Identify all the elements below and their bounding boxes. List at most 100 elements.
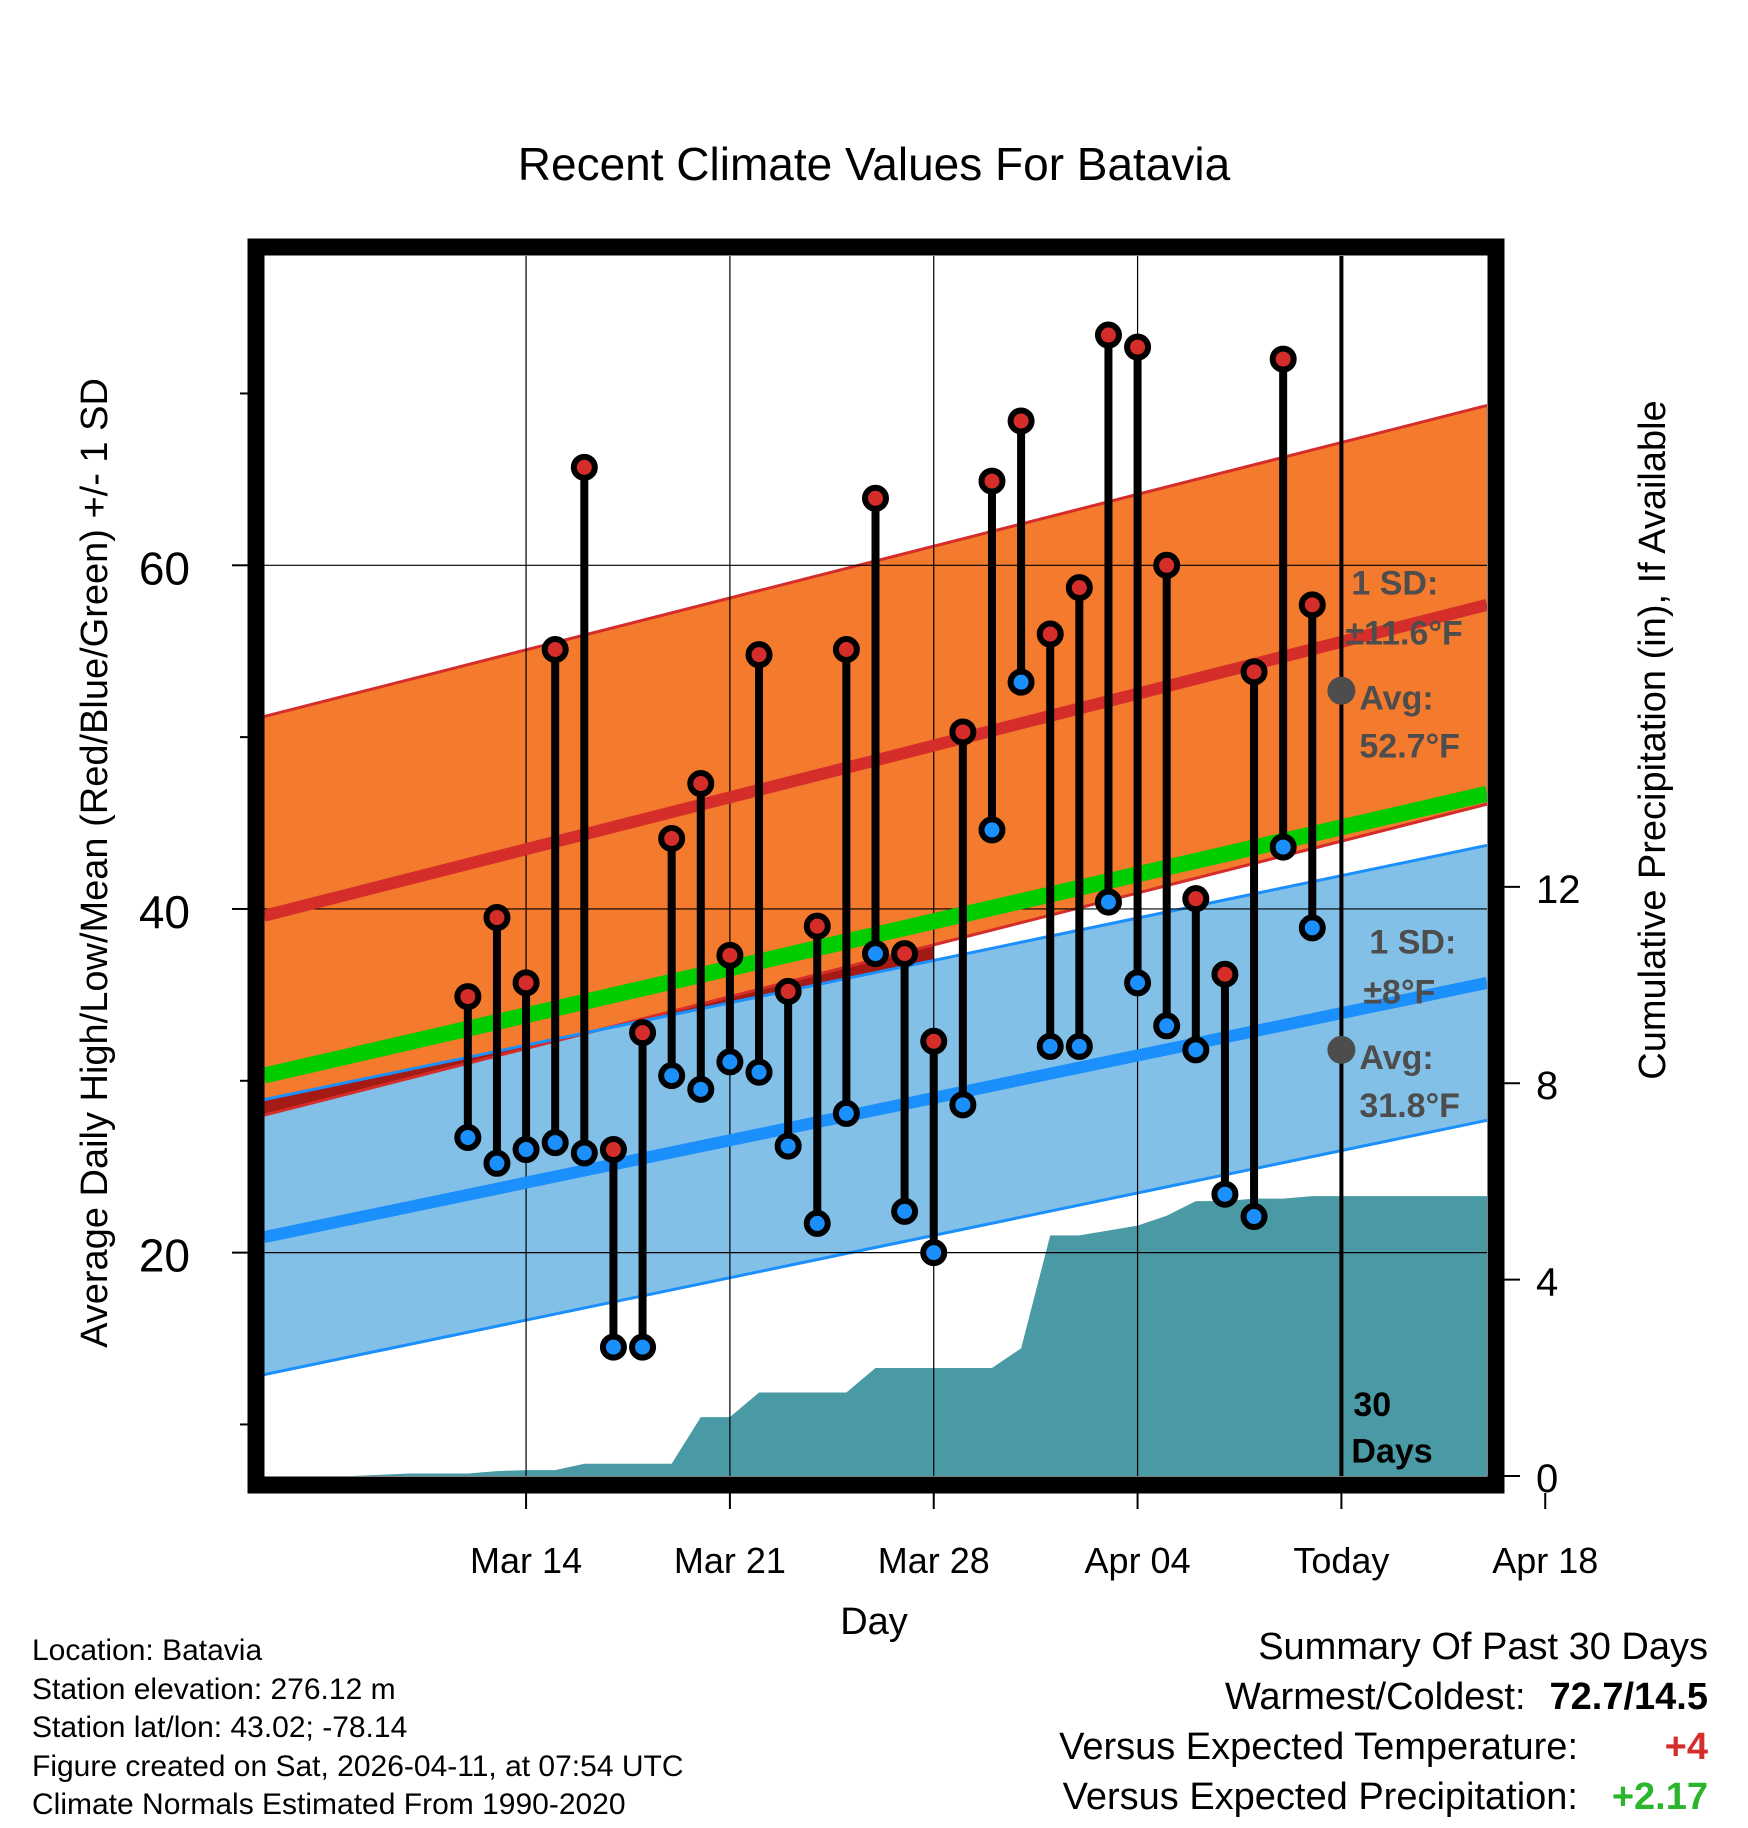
summary-precip-row: Versus Expected Precipitation: +2.17 bbox=[1059, 1772, 1708, 1822]
high-point bbox=[745, 641, 773, 669]
info-elevation: Station elevation: 276.12 m bbox=[32, 1672, 396, 1706]
low-point bbox=[541, 1129, 569, 1157]
x-tick-label: Mar 28 bbox=[878, 1540, 990, 1581]
high-point bbox=[658, 825, 686, 853]
summary-heading: Summary Of Past 30 Days bbox=[1258, 1626, 1708, 1668]
low-sd-value: ±8°F bbox=[1363, 973, 1435, 1011]
low-point bbox=[978, 816, 1006, 844]
low-point bbox=[1269, 833, 1297, 861]
summary-warmest-value: 72.7/14.5 bbox=[1549, 1676, 1708, 1718]
low-point bbox=[658, 1062, 686, 1090]
high-avg-marker bbox=[1327, 676, 1356, 705]
plot-frame bbox=[247, 238, 1505, 1494]
y-tick-label-left: 60 bbox=[139, 542, 190, 594]
low-point bbox=[1036, 1032, 1064, 1060]
info-latlon: Station lat/lon: 43.02; -78.14 bbox=[32, 1711, 408, 1744]
info-location: Location: Batavia bbox=[32, 1634, 263, 1667]
x-axis-label: Day bbox=[840, 1601, 908, 1643]
precip-area bbox=[264, 1196, 1487, 1476]
high-point bbox=[599, 1136, 627, 1164]
high-point bbox=[629, 1019, 657, 1047]
high-point bbox=[862, 484, 889, 512]
info-normals: Climate Normals Estimated From 1990-2020 bbox=[32, 1788, 626, 1821]
y-tick-label-right: 8 bbox=[1536, 1064, 1558, 1108]
high-point bbox=[570, 453, 598, 481]
days-window-number: 30 bbox=[1353, 1386, 1391, 1424]
low-point bbox=[687, 1075, 715, 1103]
summary-precip-label: Versus Expected Precipitation: bbox=[1062, 1776, 1578, 1818]
low-point bbox=[774, 1132, 802, 1160]
low-point bbox=[512, 1136, 540, 1164]
high-point bbox=[1240, 658, 1268, 686]
high-point bbox=[1211, 960, 1239, 988]
x-tick-label: Apr 18 bbox=[1492, 1540, 1598, 1581]
high-sd-value: ±11.6°F bbox=[1345, 614, 1462, 652]
axes: Mar 14 Mar 21 Mar 28 Apr 04 Today Apr 18 20 40 6… bbox=[139, 392, 1598, 1581]
high-point bbox=[920, 1027, 948, 1055]
high-point bbox=[1124, 333, 1152, 361]
info-created: Figure created on Sat, 2026-04-11, at 07… bbox=[32, 1749, 684, 1783]
high-point bbox=[978, 467, 1006, 495]
low-point bbox=[1007, 668, 1035, 696]
summary-temp-label: Versus Expected Temperature: bbox=[1059, 1726, 1578, 1768]
low-avg-marker bbox=[1327, 1035, 1356, 1064]
x-tick-label: Mar 21 bbox=[674, 1540, 786, 1581]
y-tick-label-right: 12 bbox=[1536, 868, 1581, 912]
high-point bbox=[483, 904, 511, 932]
high-point bbox=[774, 977, 802, 1005]
low-point bbox=[1182, 1036, 1210, 1064]
y-tick-label-left: 40 bbox=[139, 886, 190, 938]
low-point bbox=[483, 1149, 511, 1177]
station-info: Location: Batavia Station elevation: 276… bbox=[32, 1632, 684, 1825]
low-sd-label: 1 SD: bbox=[1369, 924, 1456, 962]
low-avg-label: Avg: bbox=[1359, 1039, 1433, 1077]
high-point bbox=[1007, 407, 1035, 435]
low-point bbox=[862, 940, 889, 968]
high-point bbox=[803, 912, 831, 940]
high-avg-label: Avg: bbox=[1359, 680, 1433, 718]
low-point bbox=[570, 1139, 598, 1167]
high-point bbox=[512, 969, 540, 997]
low-point bbox=[1240, 1203, 1268, 1231]
chart-title: Recent Climate Values For Batavia bbox=[518, 138, 1231, 190]
y-tick-label-right: 0 bbox=[1536, 1457, 1558, 1501]
y-axis-label-left: Average Daily High/Low/Mean (Red/Blue/Gr… bbox=[74, 378, 116, 1348]
high-avg-value: 52.7°F bbox=[1359, 728, 1460, 766]
high-point bbox=[891, 940, 919, 968]
summary-warmest-row: Warmest/Coldest: 72.7/14.5 bbox=[1059, 1672, 1708, 1722]
high-point bbox=[949, 718, 977, 746]
normal-low-line bbox=[264, 976, 1487, 1244]
high-point bbox=[1065, 574, 1093, 602]
high-point bbox=[716, 941, 744, 969]
plot-area: 1 SD: ±11.6°F Avg: 52.7°F 1 SD: ±8°F Avg: 31.8°… bbox=[264, 256, 1487, 1476]
low-point bbox=[920, 1239, 948, 1267]
low-point bbox=[629, 1333, 657, 1361]
high-point bbox=[1269, 345, 1297, 373]
high-point bbox=[1298, 591, 1326, 619]
high-point bbox=[832, 635, 860, 663]
y-tick-label-left: 20 bbox=[139, 1230, 190, 1282]
low-point bbox=[1124, 969, 1152, 997]
high-point bbox=[1094, 321, 1122, 349]
low-avg-value: 31.8°F bbox=[1359, 1087, 1460, 1125]
high-point bbox=[541, 635, 569, 663]
low-point bbox=[1065, 1032, 1093, 1060]
low-point bbox=[1153, 1012, 1181, 1040]
high-point bbox=[1182, 885, 1210, 913]
summary-temp-row: Versus Expected Temperature: +4 bbox=[1059, 1722, 1708, 1772]
high-point bbox=[454, 983, 482, 1011]
low-sd-lower-edge bbox=[264, 1118, 1487, 1377]
low-point bbox=[891, 1197, 919, 1225]
low-point bbox=[599, 1333, 627, 1361]
high-point bbox=[1036, 620, 1064, 648]
x-tick-label: Mar 14 bbox=[470, 1540, 582, 1581]
summary-precip-value: +2.17 bbox=[1611, 1776, 1708, 1818]
low-point bbox=[454, 1123, 482, 1151]
days-window-label: Days bbox=[1351, 1432, 1432, 1470]
x-tick-label: Apr 04 bbox=[1085, 1540, 1191, 1581]
low-point bbox=[1211, 1180, 1239, 1208]
x-tick-label: Today bbox=[1293, 1540, 1389, 1581]
low-point bbox=[745, 1058, 773, 1086]
summary-temp-value: +4 bbox=[1664, 1726, 1708, 1768]
